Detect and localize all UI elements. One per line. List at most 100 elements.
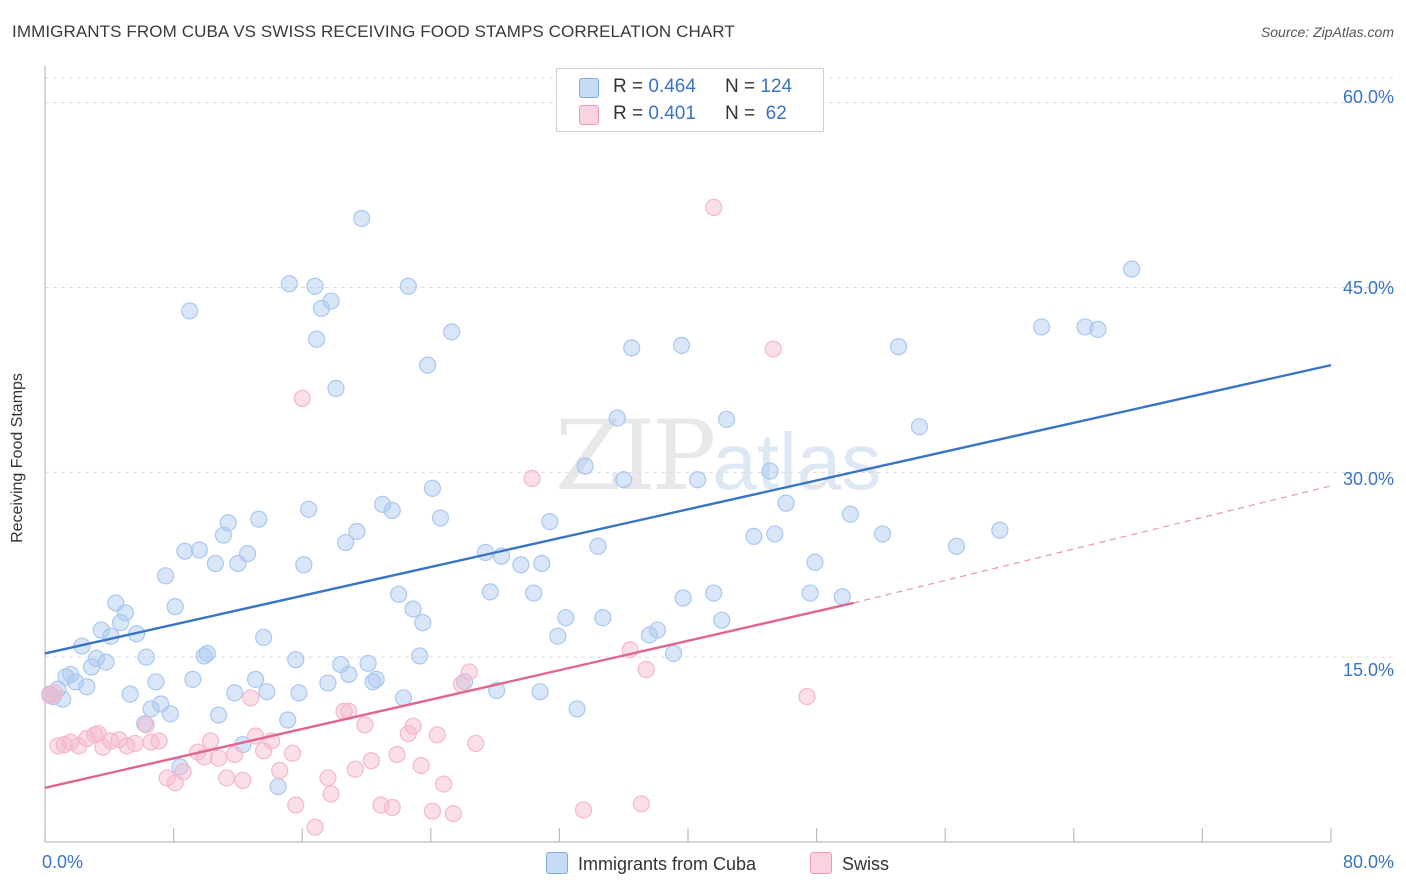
- legend-n-value: 124: [760, 76, 793, 97]
- scatter-point: [242, 689, 260, 707]
- scatter-point: [111, 614, 130, 632]
- legend-r-value: 0.464: [648, 76, 696, 97]
- scatter-point: [589, 537, 607, 555]
- scatter-point: [201, 732, 220, 750]
- scatter-point: [158, 769, 176, 787]
- scatter-point: [674, 589, 692, 607]
- regression-line: [44, 601, 854, 789]
- scatter-point: [910, 418, 929, 436]
- scatter-point: [574, 801, 593, 819]
- legend-r: R = 0.464: [613, 76, 696, 98]
- scatter-point: [623, 339, 641, 357]
- legend-swatch-blue: [579, 78, 599, 98]
- scatter-point: [766, 525, 784, 543]
- bottom-legend-swatch-pink: [810, 852, 832, 874]
- scatter-point: [717, 410, 736, 428]
- scatter-point: [156, 567, 175, 585]
- bottom-legend-label: Swiss: [842, 854, 890, 874]
- scatter-point: [533, 554, 551, 573]
- regression-line-dashed: [853, 485, 1332, 604]
- y-tick-label: 15.0%: [1342, 660, 1394, 680]
- scatter-point: [340, 665, 358, 684]
- scatter-point: [632, 795, 650, 813]
- scatter-point: [383, 501, 401, 520]
- scatter-point: [798, 687, 816, 706]
- scatter-point: [246, 670, 265, 688]
- scatter-point: [705, 198, 723, 216]
- scatter-point: [161, 705, 179, 723]
- legend-r-value: 0.401: [648, 103, 696, 124]
- watermark: ZIPatlas: [555, 400, 881, 512]
- scatter-point: [399, 277, 417, 295]
- scatter-point: [308, 330, 326, 348]
- scatter-point: [664, 644, 683, 663]
- scatter-point: [271, 761, 289, 780]
- scatter-point: [1123, 260, 1141, 278]
- scatter-point: [176, 542, 194, 560]
- scatter-point: [78, 678, 96, 696]
- scatter-point: [435, 775, 453, 793]
- regression-line: [44, 363, 1332, 655]
- scatter-point: [833, 588, 851, 606]
- bottom-legend-label: Immigrants from Cuba: [578, 854, 757, 874]
- scatter-point: [512, 556, 530, 574]
- scatter-point: [947, 537, 966, 555]
- scatter-point: [234, 771, 252, 789]
- scatter-point: [198, 644, 216, 663]
- scatter-point: [549, 627, 567, 645]
- scatter-point: [219, 514, 237, 532]
- scatter-point: [78, 729, 96, 748]
- bottom-legend-swatch-blue: [546, 852, 568, 874]
- scatter-point: [423, 802, 442, 820]
- scatter-point: [87, 649, 106, 667]
- scatter-point: [531, 683, 549, 701]
- scatter-point: [41, 686, 59, 704]
- scatter-point: [541, 513, 559, 531]
- scatter-point: [300, 500, 318, 518]
- scatter-point: [705, 584, 723, 602]
- legend-n-label: N =: [725, 103, 761, 124]
- scatter-point: [89, 724, 107, 743]
- scatter-point: [594, 609, 612, 627]
- scatter-point: [226, 684, 244, 702]
- scatter-point: [116, 604, 134, 622]
- scatter-point: [306, 818, 324, 836]
- scatter-point: [147, 673, 165, 691]
- scatter-point: [283, 744, 302, 762]
- legend-swatch-pink: [579, 105, 599, 125]
- scatter-point: [672, 336, 691, 354]
- chart-title: IMMIGRANTS FROM CUBA VS SWISS RECEIVING …: [12, 22, 735, 41]
- legend-n: N = 62: [725, 103, 787, 125]
- scatter-point: [306, 277, 324, 295]
- scatter-point: [467, 734, 485, 753]
- scatter-point: [801, 584, 819, 602]
- scatter-point: [290, 684, 308, 702]
- scatter-point: [1076, 318, 1094, 336]
- scatter-point: [359, 654, 377, 672]
- scatter-point: [218, 769, 236, 787]
- scatter-point: [523, 469, 541, 488]
- scatter-point: [364, 673, 382, 691]
- scatter-point: [319, 674, 337, 692]
- scatter-point: [388, 745, 406, 764]
- scatter-point: [764, 340, 782, 358]
- scatter-point: [367, 670, 385, 688]
- legend-r-label: R =: [613, 103, 649, 124]
- scatter-point: [57, 668, 75, 686]
- scatter-point: [137, 716, 155, 734]
- scatter-point: [444, 805, 462, 823]
- scatter-point: [226, 745, 244, 764]
- watermark-atlas: atlas: [712, 417, 882, 506]
- scatter-point: [174, 763, 192, 781]
- legend: R = 0.464 N = 124 R = 0.401 N = 62: [556, 68, 824, 132]
- watermark-zip: ZIP: [555, 400, 716, 512]
- scatter-point: [1089, 320, 1107, 338]
- scatter-point: [195, 647, 213, 665]
- scatter-point: [150, 732, 168, 750]
- scatter-point: [390, 585, 408, 603]
- scatter-point: [353, 209, 371, 228]
- scatter-point: [991, 521, 1009, 539]
- scatter-point: [238, 545, 257, 563]
- y-tick-label: 45.0%: [1342, 278, 1394, 298]
- scatter-point: [184, 670, 202, 688]
